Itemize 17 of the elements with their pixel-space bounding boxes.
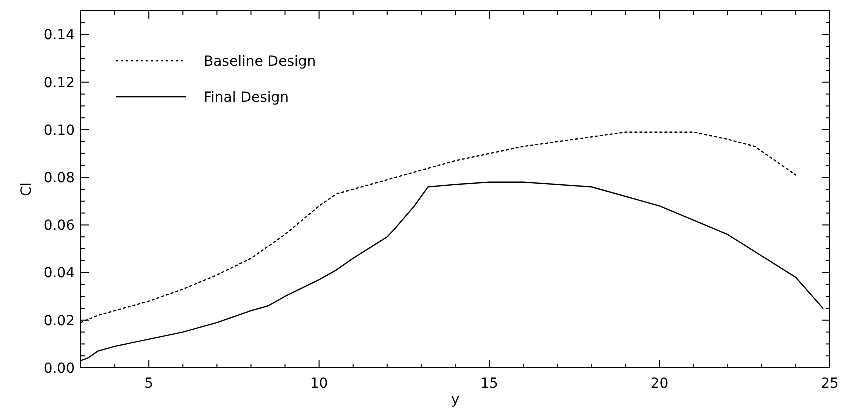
x-axis-title: y <box>451 392 460 408</box>
y-tick-label: 0.06 <box>44 218 76 234</box>
y-tick-label: 0.14 <box>44 28 76 44</box>
x-tick-label: 25 <box>821 376 839 392</box>
y-tick-label: 0.08 <box>44 170 75 186</box>
y-axis-title: Cl <box>19 182 35 196</box>
y-tick-label: 0.10 <box>44 122 75 139</box>
legend-label: Final Design <box>204 90 290 106</box>
y-tick-label: 0.02 <box>44 313 75 330</box>
y-tick-label: 0.12 <box>44 75 75 92</box>
x-tick-label: 15 <box>480 376 498 392</box>
x-tick-label: 5 <box>144 376 154 392</box>
x-tick-label: 10 <box>310 376 328 392</box>
legend-label: Baseline Design <box>204 54 316 70</box>
y-tick-label: 0.00 <box>44 360 75 377</box>
x-tick-label: 20 <box>650 376 669 392</box>
y-tick-label: 0.04 <box>44 266 76 282</box>
